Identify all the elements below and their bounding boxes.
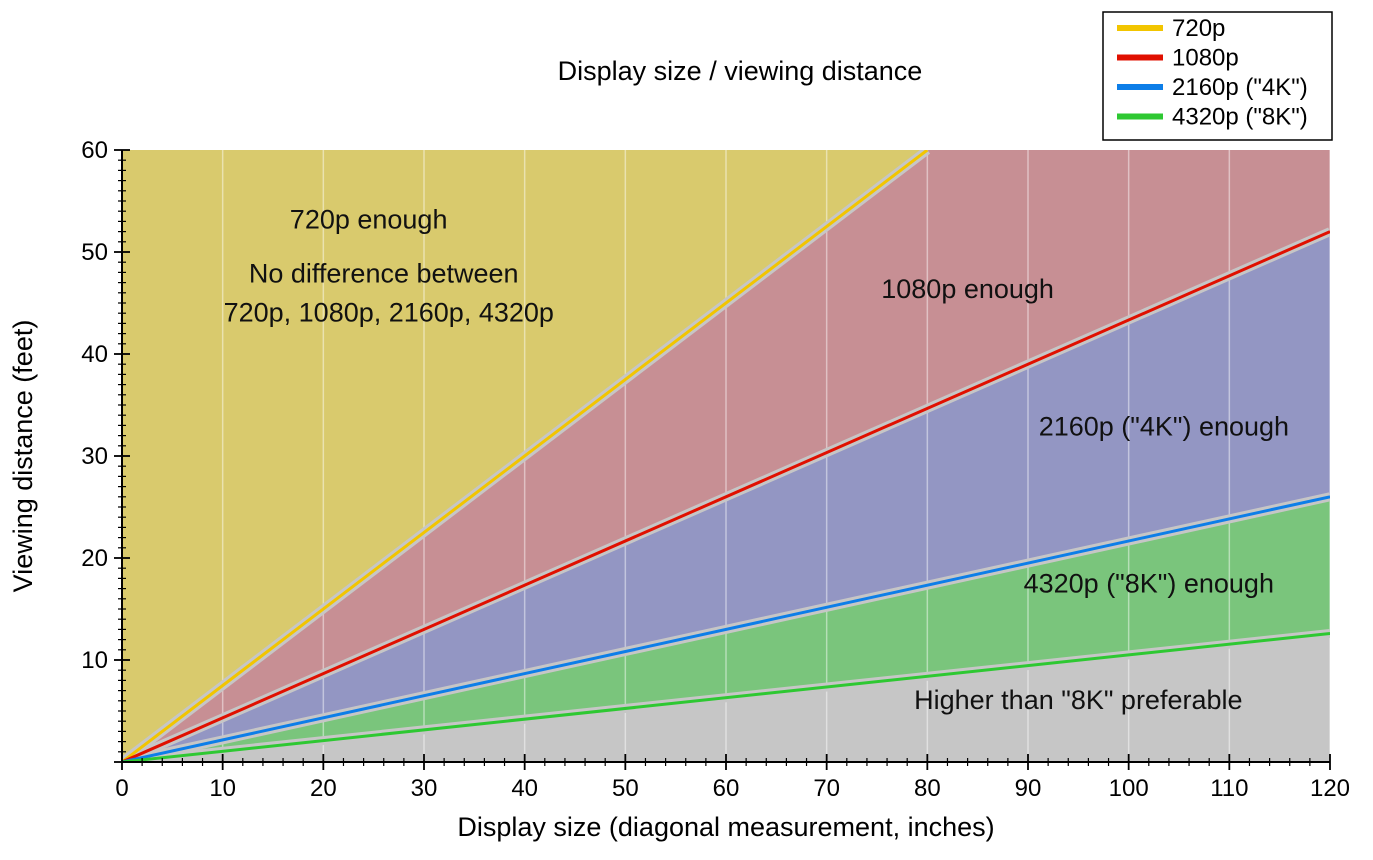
x-tick-label: 40 [511, 775, 538, 802]
series-line-1080p [122, 230, 1330, 762]
series-line-2160p ("4K") [122, 495, 1330, 762]
x-tick-label: 30 [411, 775, 438, 802]
y-tick-label: 40 [81, 341, 108, 368]
legend-label: 2160p ("4K") [1172, 74, 1308, 101]
x-tick-label: 100 [1109, 775, 1149, 802]
x-tick-label: 120 [1310, 775, 1350, 802]
y-axis-label: Viewing distance (feet) [8, 320, 38, 593]
x-tick-label: 10 [209, 775, 236, 802]
region-annotation: 2160p ("4K") enough [1039, 412, 1289, 442]
plot-area [122, 150, 1330, 762]
x-tick-label: 60 [713, 775, 740, 802]
y-tick-label: 10 [81, 647, 108, 674]
region-annotation: Higher than "8K" preferable [914, 685, 1242, 715]
region-annotation: 720p, 1080p, 2160p, 4320p [224, 297, 554, 327]
x-tick-label: 20 [310, 775, 337, 802]
series-line-720p [122, 150, 929, 762]
x-tick-label: 0 [115, 775, 128, 802]
axes [114, 149, 1331, 770]
chart-title: Display size / viewing distance [558, 56, 923, 86]
series-line-4320p ("8K") [122, 631, 1330, 762]
x-tick-label: 110 [1210, 775, 1248, 802]
legend-label: 720p [1172, 15, 1225, 42]
y-tick-label: 60 [81, 137, 108, 164]
x-tick-label: 90 [1015, 775, 1042, 802]
x-tick-label: 50 [612, 775, 639, 802]
x-axis-label: Display size (diagonal measurement, inch… [457, 812, 994, 842]
region-annotation: 720p enough [290, 205, 448, 235]
y-tick-label: 20 [81, 545, 108, 572]
y-tick-label: 30 [81, 443, 108, 470]
legend-label: 4320p ("8K") [1172, 104, 1308, 131]
x-tick-label: 80 [914, 775, 941, 802]
region-1080p-enough [122, 150, 1330, 762]
x-tick-label: 70 [813, 775, 840, 802]
y-tick-label: 50 [81, 239, 108, 266]
region-annotation: 1080p enough [881, 274, 1054, 304]
region-annotation: 4320p ("8K") enough [1024, 569, 1274, 599]
region-annotation: No difference between [249, 259, 519, 289]
legend-label: 1080p [1172, 45, 1239, 72]
plot-group: 0 10 20 30 40 50 60 70 80 90 100 110 120 10 20 30 40 50 60… [81, 137, 1350, 802]
